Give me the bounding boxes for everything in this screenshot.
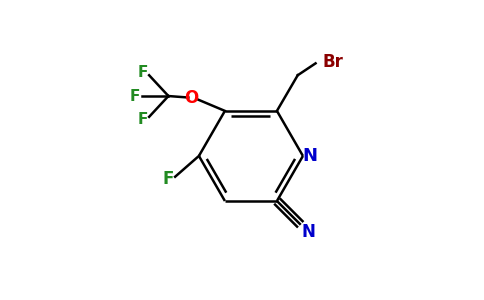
Text: Br: Br — [323, 53, 344, 71]
Text: F: F — [130, 88, 140, 104]
Text: F: F — [137, 112, 148, 127]
Text: F: F — [163, 170, 174, 188]
Text: F: F — [137, 65, 148, 80]
Text: O: O — [184, 88, 198, 106]
Text: N: N — [303, 147, 318, 165]
Text: N: N — [301, 223, 315, 241]
